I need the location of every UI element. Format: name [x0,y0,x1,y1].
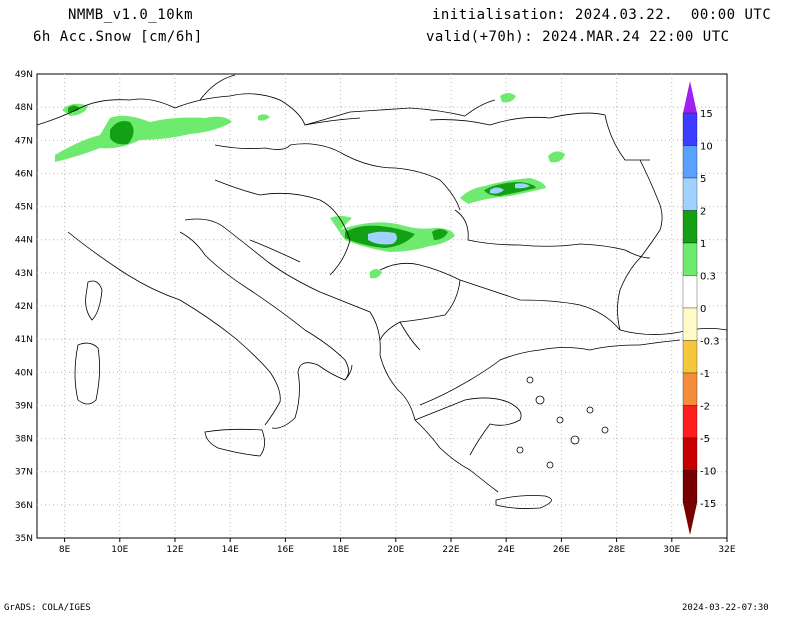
lon-tick-label: 30E [663,545,680,555]
lat-tick-label: 40N [15,368,33,378]
variable-title: 6h Acc.Snow [cm/6h] [33,29,203,45]
colorbar-label: 0.3 [700,272,716,283]
colorbar-segment [682,405,698,439]
lat-tick-label: 49N [15,70,33,80]
colorbar-label: 15 [700,109,713,120]
snow-fields [55,93,565,279]
colorbar-label: 10 [700,142,713,153]
lat-tick-label: 44N [15,236,33,246]
lat-tick-label: 37N [15,468,33,478]
lat-tick-label: 48N [15,103,33,113]
lon-tick-label: 26E [553,545,570,555]
snow-area-romania-light [490,187,504,194]
lon-tick-label: 16E [277,545,294,555]
lon-tick-label: 10E [111,545,128,555]
snow-area-serbia-light [368,231,397,245]
colorbar-top-arrow [683,81,697,113]
colorbar-label: 2 [700,207,706,218]
lat-tick-label: 41N [15,335,33,345]
snow-area-moldova [548,151,565,163]
colorbar-segment [682,275,698,309]
lon-tick-label: 20E [387,545,404,555]
lat-tick-label: 38N [15,435,33,445]
colorbar-label: 1 [700,239,706,250]
lon-tick-label: 12E [166,545,183,555]
model-title: NMMB_v1.0_10km [68,7,194,23]
colorbar: 15 10 5 2 1 0.3 0 -0.3 -1 -2 -5 -10 -15 [682,81,720,535]
lon-tick-label: 24E [498,545,515,555]
snow-area-carpathian-n [500,93,516,103]
longitude-labels: 8E 10E 12E 14E 16E 18E 20E 22E 24E 26E 28E 30E 32E [59,538,736,555]
coastlines-borders [37,74,727,509]
colorbar-label: -10 [700,467,716,478]
lat-tick-label: 45N [15,203,33,213]
colorbar-bottom-arrow [683,503,697,535]
colorbar-segment [682,145,698,179]
colorbar-label: 5 [700,174,706,185]
colorbar-segment [682,210,698,244]
lon-tick-label: 28E [608,545,625,555]
map-grid [37,74,727,538]
lat-tick-label: 35N [15,534,33,544]
lat-tick-label: 42N [15,302,33,312]
colorbar-segment [682,112,698,146]
latitude-labels: 49N 48N 47N 46N 45N 44N 43N 42N 41N 40N 39N 38N 37N 3… [15,70,33,544]
footer-timestamp: 2024-03-22-07:30 [682,603,769,613]
lon-tick-label: 14E [222,545,239,555]
valid-time: valid(+70h): 2024.MAR.24 22:00 UTC [426,29,730,45]
colorbar-label: -5 [700,434,710,445]
footer-credit: GrADS: COLA/IGES [4,603,91,613]
snow-area-alps [55,115,232,162]
lon-tick-label: 22E [442,545,459,555]
lat-tick-label: 36N [15,501,33,511]
snow-area-alps-dark [110,121,134,145]
lat-tick-label: 47N [15,136,33,146]
snow-area-kosovo [370,269,382,279]
snow-area-romania-light-2 [515,183,530,189]
colorbar-segment [682,470,698,504]
colorbar-label: -2 [700,402,710,413]
colorbar-label: 0 [700,304,706,315]
colorbar-segment [682,177,698,211]
lon-tick-label: 8E [59,545,71,555]
lat-tick-label: 43N [15,269,33,279]
snow-area-serbia-east [432,229,448,240]
lon-tick-label: 32E [718,545,735,555]
colorbar-label: -15 [700,499,716,510]
lat-tick-label: 39N [15,401,33,411]
init-time: initialisation: 2024.03.22. 00:00 UTC [432,7,772,23]
snow-area-alps-dark-2 [68,105,80,113]
colorbar-segment [682,372,698,406]
colorbar-label: -0.3 [700,337,720,348]
lon-tick-label: 18E [332,545,349,555]
colorbar-segment [682,340,698,374]
colorbar-segment [682,242,698,276]
colorbar-segment [682,437,698,471]
snow-area-alps-patch [258,114,270,121]
colorbar-label: -1 [700,369,710,380]
lat-tick-label: 46N [15,169,33,179]
colorbar-segment [682,307,698,341]
